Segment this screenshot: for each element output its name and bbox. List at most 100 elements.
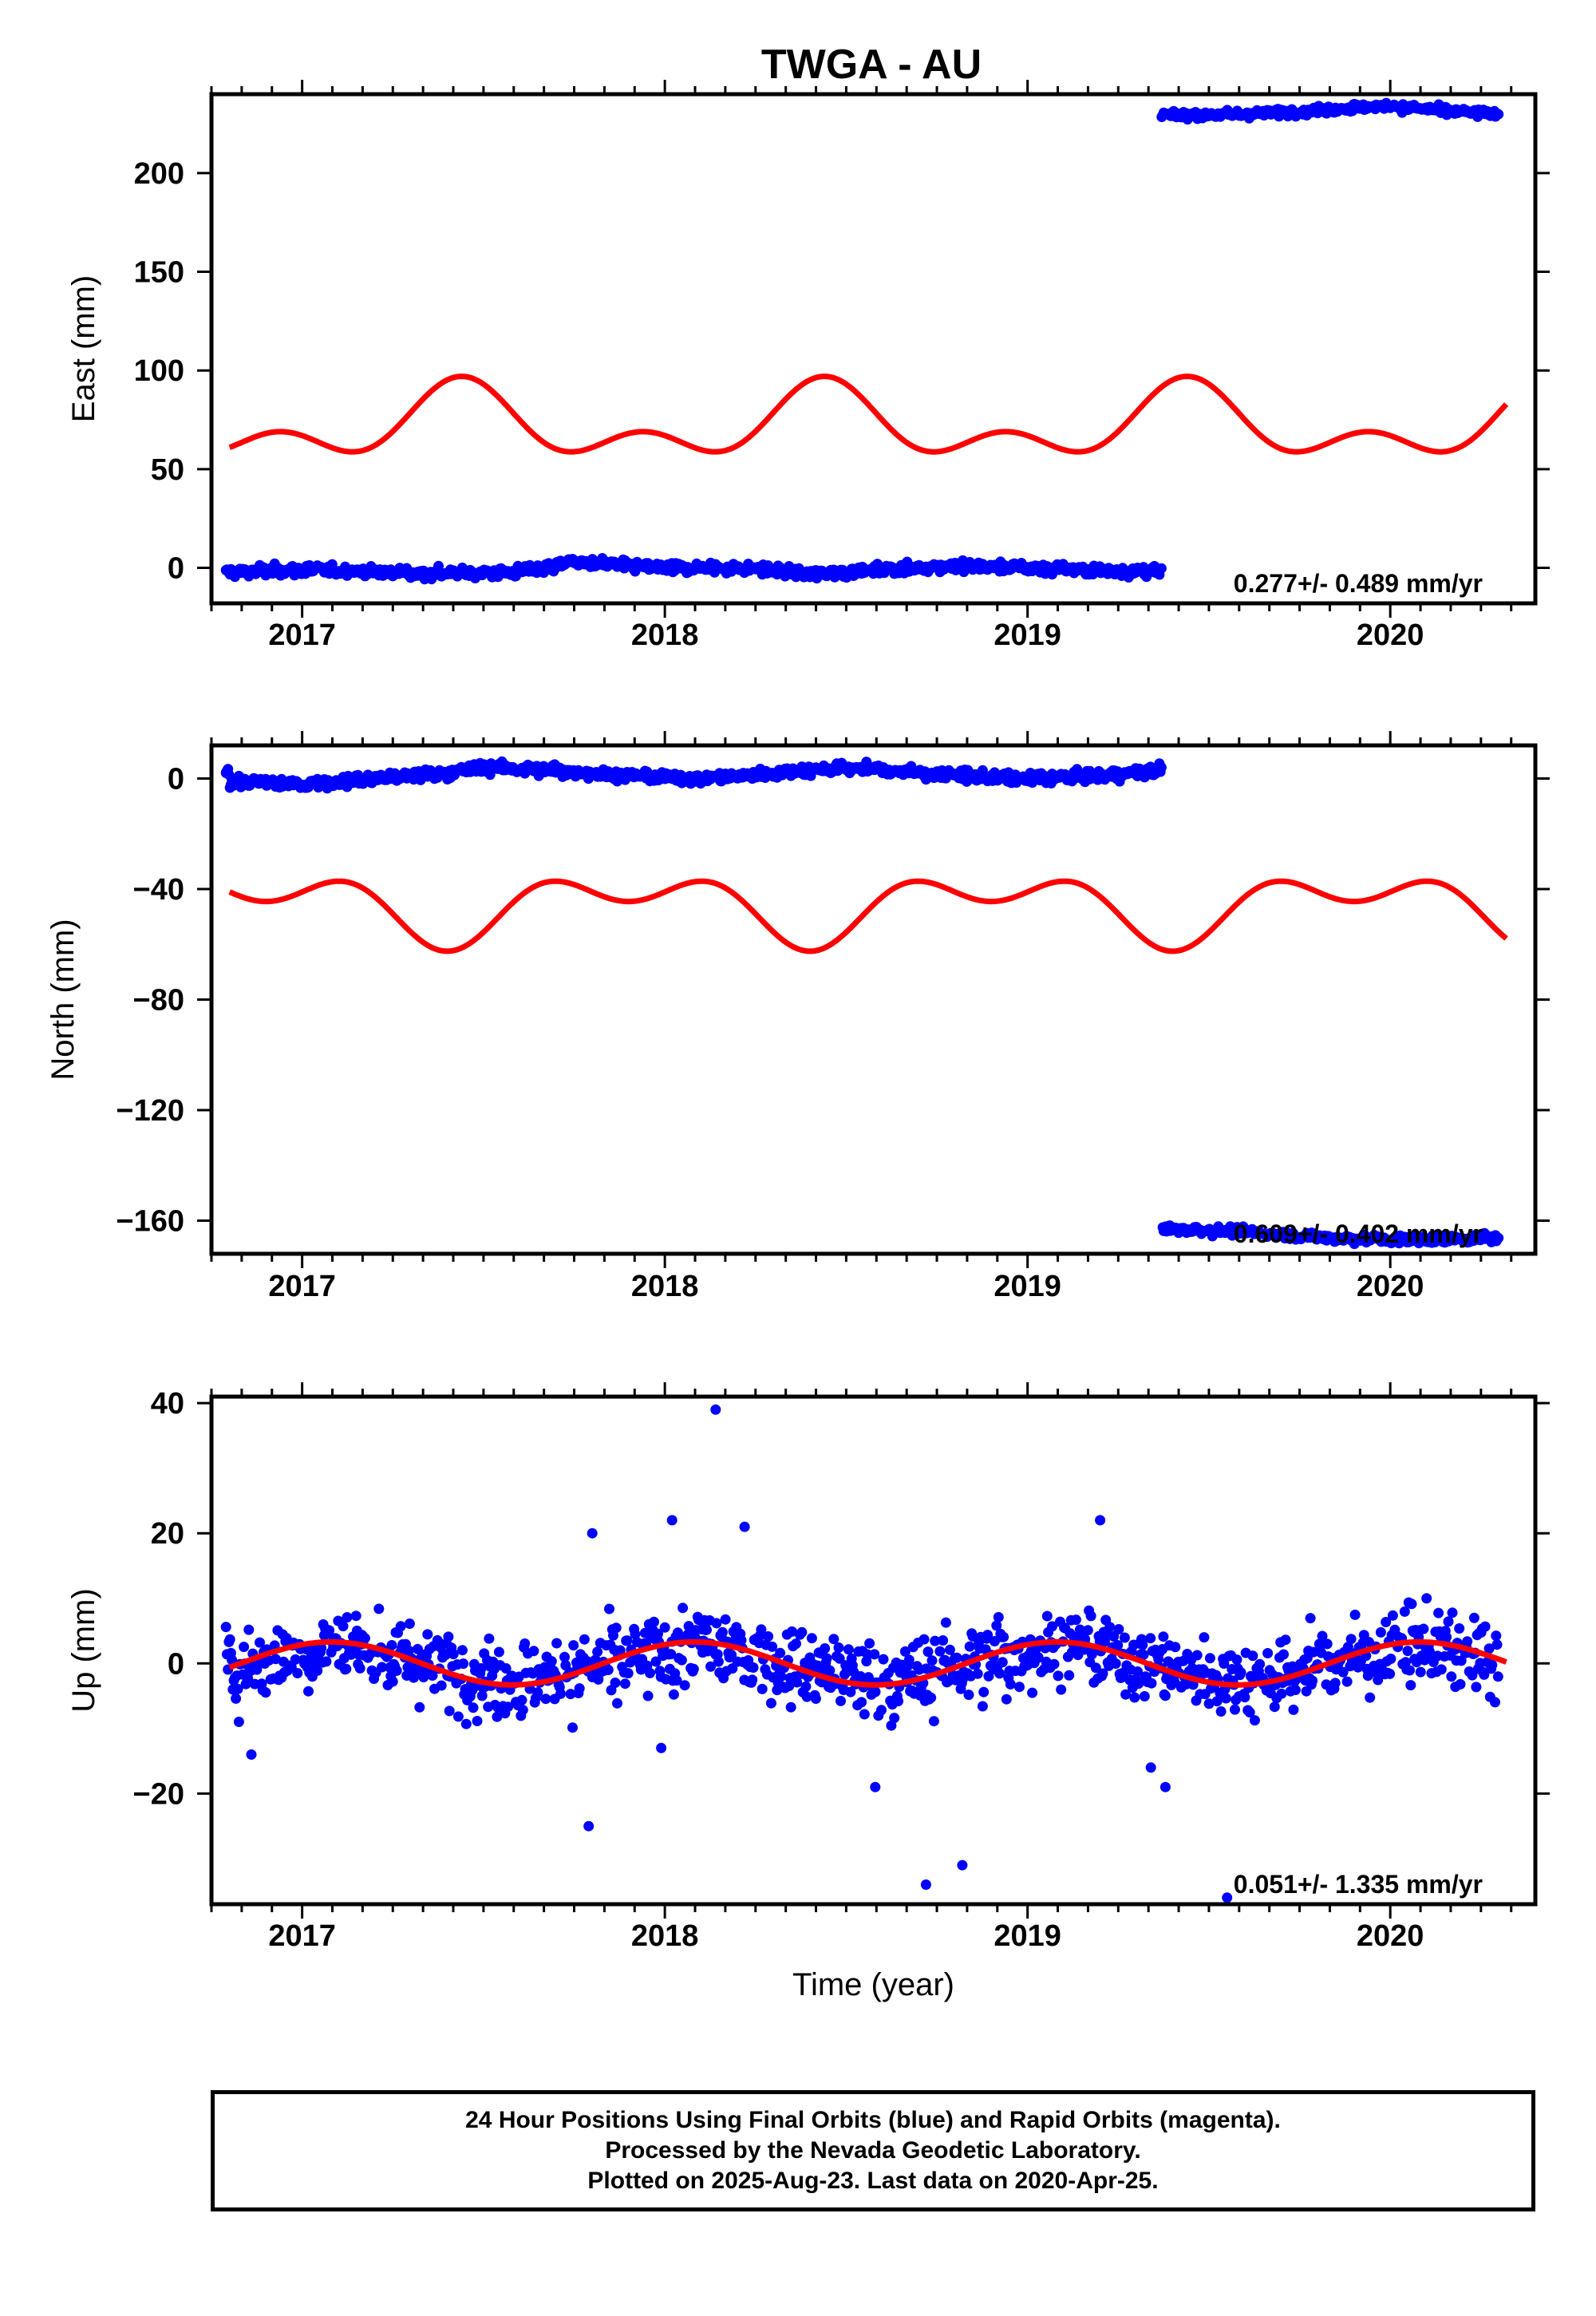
rate-label: 0.277+/- 0.489 mm/yr xyxy=(1234,569,1483,598)
y-tick-label: −80 xyxy=(133,984,184,1018)
data-point xyxy=(649,1616,659,1627)
y-tick-label: −120 xyxy=(116,1094,184,1128)
data-point xyxy=(1113,1624,1124,1634)
data-point xyxy=(239,1642,250,1653)
data-point xyxy=(444,1705,455,1717)
data-point xyxy=(1137,1639,1148,1650)
data-point xyxy=(1491,1639,1503,1650)
data-point xyxy=(869,1649,880,1660)
data-point xyxy=(619,1678,630,1690)
data-point xyxy=(972,1668,983,1679)
data-point xyxy=(889,1713,900,1724)
data-point xyxy=(1145,1633,1156,1644)
data-point xyxy=(1455,1678,1466,1690)
data-point xyxy=(1373,1674,1384,1686)
data-point xyxy=(1307,1675,1318,1686)
x-tick-label: 2019 xyxy=(994,1919,1061,1953)
data-point xyxy=(1220,1693,1231,1704)
caption-line-3: Plotted on 2025-Aug-23. Last data on 202… xyxy=(587,2168,1159,2194)
data-point xyxy=(1156,762,1167,773)
x-tick-label: 2020 xyxy=(1357,1919,1424,1953)
data-point xyxy=(1064,1670,1075,1681)
data-point xyxy=(705,1661,716,1672)
data-point xyxy=(1418,1623,1429,1634)
data-point xyxy=(1254,1658,1266,1670)
panel-1: 2017 2018 2019 2020 0 50 100 150 200 East (mm) 0.2… xyxy=(66,80,1550,652)
data-point xyxy=(414,1701,425,1713)
data-point xyxy=(1119,1632,1130,1643)
data-point xyxy=(1385,1668,1396,1679)
data-point xyxy=(1406,1599,1417,1610)
data-point xyxy=(1120,1689,1132,1700)
caption-box: 24 Hour Positions Using Final Orbits (bl… xyxy=(211,2090,1535,2211)
data-point xyxy=(452,1711,464,1722)
data-point xyxy=(1110,1658,1121,1669)
data-point xyxy=(532,1687,543,1698)
data-point xyxy=(791,1638,801,1650)
data-point xyxy=(500,1663,512,1674)
data-point xyxy=(821,1653,832,1664)
data-point xyxy=(1104,1622,1116,1633)
data-point xyxy=(227,1654,238,1666)
data-point xyxy=(255,1637,265,1648)
panel-data xyxy=(220,1404,1507,1903)
data-point xyxy=(338,1621,349,1632)
data-point xyxy=(747,1674,758,1686)
data-point xyxy=(765,1697,776,1709)
data-point xyxy=(1433,1607,1444,1618)
rate-label: 0.051+/- 1.335 mm/yr xyxy=(1234,1870,1483,1899)
data-point xyxy=(1215,1706,1227,1717)
y-axis-label: North (mm) xyxy=(45,919,81,1080)
data-point xyxy=(957,1860,968,1871)
data-point xyxy=(493,1646,504,1658)
data-point xyxy=(1493,109,1504,120)
data-point xyxy=(492,1711,503,1722)
data-point xyxy=(540,1694,551,1705)
data-point xyxy=(1454,1623,1465,1634)
data-point xyxy=(260,1687,271,1698)
data-point xyxy=(1349,1609,1361,1620)
data-point xyxy=(824,1665,836,1676)
data-point xyxy=(994,1668,1005,1679)
data-point xyxy=(1441,1631,1452,1642)
data-point xyxy=(270,1654,281,1665)
data-point xyxy=(622,1668,634,1679)
data-point xyxy=(1199,1632,1210,1643)
data-point xyxy=(1033,1652,1044,1662)
data-point xyxy=(1129,1692,1140,1703)
data-point xyxy=(341,1663,352,1674)
data-point xyxy=(614,1645,626,1656)
data-point xyxy=(801,1691,812,1702)
data-point xyxy=(650,1656,662,1667)
data-point xyxy=(630,1629,641,1640)
data-point xyxy=(519,1638,531,1649)
y-tick-label: −40 xyxy=(133,873,184,907)
data-point xyxy=(1170,1642,1181,1653)
data-point xyxy=(476,1663,487,1674)
data-point xyxy=(1317,1630,1328,1642)
data-point xyxy=(928,1716,939,1727)
data-point xyxy=(767,1641,778,1652)
data-point xyxy=(1365,1692,1376,1703)
data-point xyxy=(1145,1762,1156,1773)
data-point xyxy=(668,1689,679,1700)
data-point xyxy=(736,1634,747,1646)
data-point xyxy=(748,1662,759,1673)
data-point xyxy=(1049,1658,1060,1670)
data-point xyxy=(1204,1653,1215,1664)
data-point xyxy=(503,1701,514,1713)
data-point xyxy=(1244,1707,1255,1718)
data-point xyxy=(1280,1634,1291,1646)
data-point xyxy=(1159,1690,1171,1701)
data-point xyxy=(836,1695,846,1706)
caption-line-2: Processed by the Nevada Geodetic Laborat… xyxy=(605,2137,1141,2164)
data-point xyxy=(1112,1640,1124,1650)
data-point xyxy=(792,1677,803,1688)
data-point xyxy=(1446,1671,1457,1682)
y-tick-label: 20 xyxy=(151,1517,184,1551)
data-point xyxy=(1169,1676,1180,1687)
data-point xyxy=(1053,1670,1064,1682)
data-point xyxy=(967,1630,978,1642)
data-point xyxy=(326,559,338,570)
data-point xyxy=(443,1631,454,1642)
